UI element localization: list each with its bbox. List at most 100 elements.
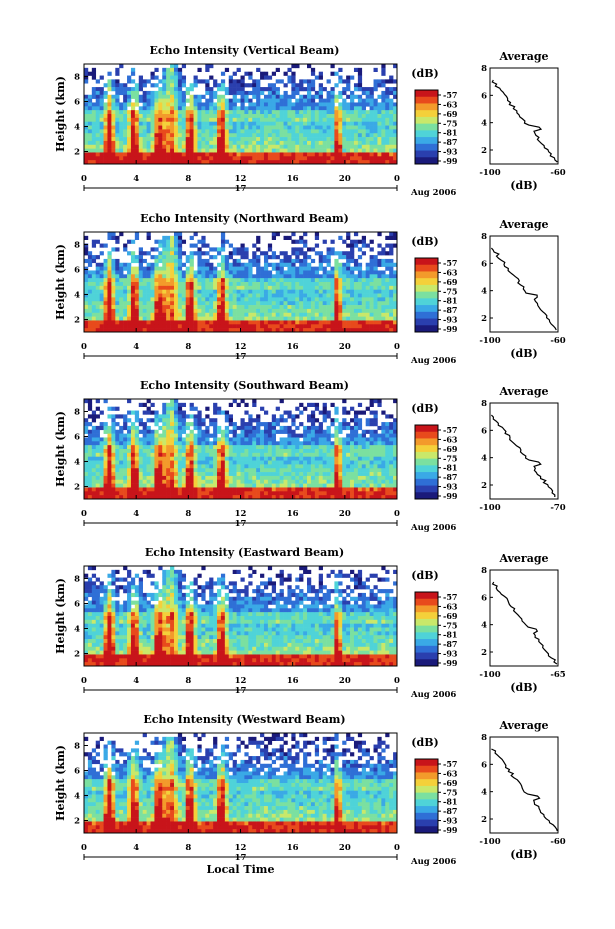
heatmap-cell bbox=[197, 239, 202, 244]
heatmap-cell bbox=[209, 449, 214, 454]
heatmap-cell bbox=[111, 308, 116, 314]
heatmap-cell bbox=[330, 495, 335, 500]
average-y-tick-label: 4 bbox=[481, 119, 487, 129]
heatmap-cell bbox=[369, 301, 374, 306]
heatmap-cell bbox=[177, 239, 183, 244]
heatmap-cell bbox=[342, 278, 347, 283]
heatmap-cell bbox=[115, 456, 120, 461]
heatmap-cell bbox=[318, 285, 323, 290]
heatmap-cell bbox=[189, 441, 194, 446]
colorbar-swatch bbox=[415, 264, 438, 272]
heatmap-cell bbox=[236, 129, 241, 134]
heatmap-cell bbox=[322, 125, 327, 130]
heatmap-cell bbox=[213, 133, 218, 138]
heatmap-cell bbox=[138, 285, 143, 290]
heatmap-cell bbox=[373, 83, 378, 88]
heatmap-cell bbox=[267, 156, 273, 161]
heatmap-cell bbox=[142, 94, 147, 99]
heatmap-cell bbox=[291, 152, 296, 157]
heatmap-cell bbox=[166, 137, 171, 142]
heatmap-cell bbox=[91, 468, 97, 473]
heatmap-cell bbox=[310, 98, 316, 103]
heatmap-cell bbox=[84, 125, 89, 130]
heatmap-cell bbox=[154, 491, 159, 496]
heatmap-cell bbox=[162, 156, 167, 161]
heatmap-cell bbox=[197, 456, 202, 461]
heatmap-cell bbox=[209, 479, 214, 484]
heatmap-cell bbox=[158, 278, 163, 283]
heatmap-cell bbox=[338, 133, 343, 138]
heatmap-cell bbox=[252, 106, 257, 111]
heatmap-cell bbox=[283, 156, 288, 161]
heatmap-cell bbox=[138, 255, 143, 260]
heatmap-cell bbox=[166, 320, 171, 325]
heatmap-cell bbox=[361, 129, 366, 134]
heatmap-cell bbox=[330, 148, 335, 153]
heatmap-cell bbox=[99, 449, 104, 454]
heatmap-cell bbox=[87, 445, 93, 450]
heatmap-cell bbox=[283, 468, 288, 473]
heatmap-cell bbox=[193, 495, 198, 500]
heatmap-cell bbox=[314, 156, 320, 161]
heatmap-cell bbox=[252, 452, 257, 457]
heatmap-cell bbox=[181, 429, 187, 434]
heatmap-cell bbox=[213, 464, 218, 469]
heatmap-cell bbox=[142, 121, 147, 126]
heatmap-cell bbox=[91, 94, 97, 99]
heatmap-cell bbox=[173, 429, 179, 434]
heatmap-cell bbox=[236, 289, 241, 294]
heatmap-cell bbox=[365, 133, 370, 138]
heatmap-cell bbox=[146, 312, 151, 317]
heatmap-cell bbox=[181, 282, 187, 287]
heatmap-cell bbox=[87, 437, 93, 442]
heatmap-cell bbox=[220, 270, 226, 275]
heatmap-cell bbox=[84, 258, 89, 264]
heatmap-cell bbox=[217, 305, 222, 310]
heatmap-cell bbox=[271, 133, 277, 138]
heatmap-cell bbox=[99, 262, 104, 267]
heatmap-cell bbox=[224, 418, 230, 423]
heatmap-cell bbox=[201, 324, 206, 329]
heatmap-cell bbox=[263, 445, 269, 450]
heatmap-cell bbox=[295, 152, 300, 157]
heatmap-cell bbox=[193, 156, 198, 161]
heatmap-cell bbox=[162, 102, 167, 107]
heatmap-cell bbox=[220, 110, 226, 115]
heatmap-cell bbox=[87, 282, 93, 287]
heatmap-cell bbox=[205, 425, 210, 431]
heatmap-cell bbox=[170, 266, 175, 271]
heatmap-cell bbox=[287, 289, 292, 294]
heatmap-cell bbox=[346, 144, 351, 149]
heatmap-cell bbox=[185, 144, 190, 149]
heatmap-cell bbox=[240, 324, 245, 329]
heatmap-cell bbox=[130, 441, 136, 446]
heatmap-cell bbox=[146, 289, 151, 294]
heatmap-cell bbox=[173, 129, 179, 134]
heatmap-cell bbox=[228, 274, 233, 279]
heatmap-cell bbox=[170, 243, 175, 248]
heatmap-cell bbox=[107, 324, 112, 329]
heatmap-cell bbox=[283, 160, 288, 165]
heatmap-cell bbox=[287, 475, 292, 481]
heatmap-cell bbox=[385, 285, 390, 290]
heatmap-cell bbox=[393, 156, 398, 161]
heatmap-cell bbox=[158, 140, 163, 146]
heatmap-cell bbox=[334, 433, 339, 438]
heatmap-cell bbox=[220, 495, 226, 500]
heatmap-cell bbox=[220, 305, 226, 310]
heatmap-cell bbox=[369, 102, 374, 107]
heatmap-cell bbox=[209, 270, 214, 275]
heatmap-cell bbox=[115, 133, 120, 138]
heatmap-cell bbox=[189, 285, 194, 290]
heatmap-cell bbox=[134, 87, 140, 92]
heatmap-cell bbox=[134, 418, 140, 423]
average-title: Average bbox=[498, 218, 548, 231]
heatmap-cell bbox=[154, 117, 159, 122]
heatmap-cell bbox=[134, 285, 140, 290]
heatmap-cell bbox=[170, 410, 175, 415]
heatmap-cell bbox=[244, 98, 249, 103]
heatmap-cell bbox=[232, 328, 237, 333]
heatmap-cell bbox=[162, 308, 167, 314]
heatmap-cell bbox=[291, 106, 296, 111]
heatmap-cell bbox=[330, 251, 335, 256]
